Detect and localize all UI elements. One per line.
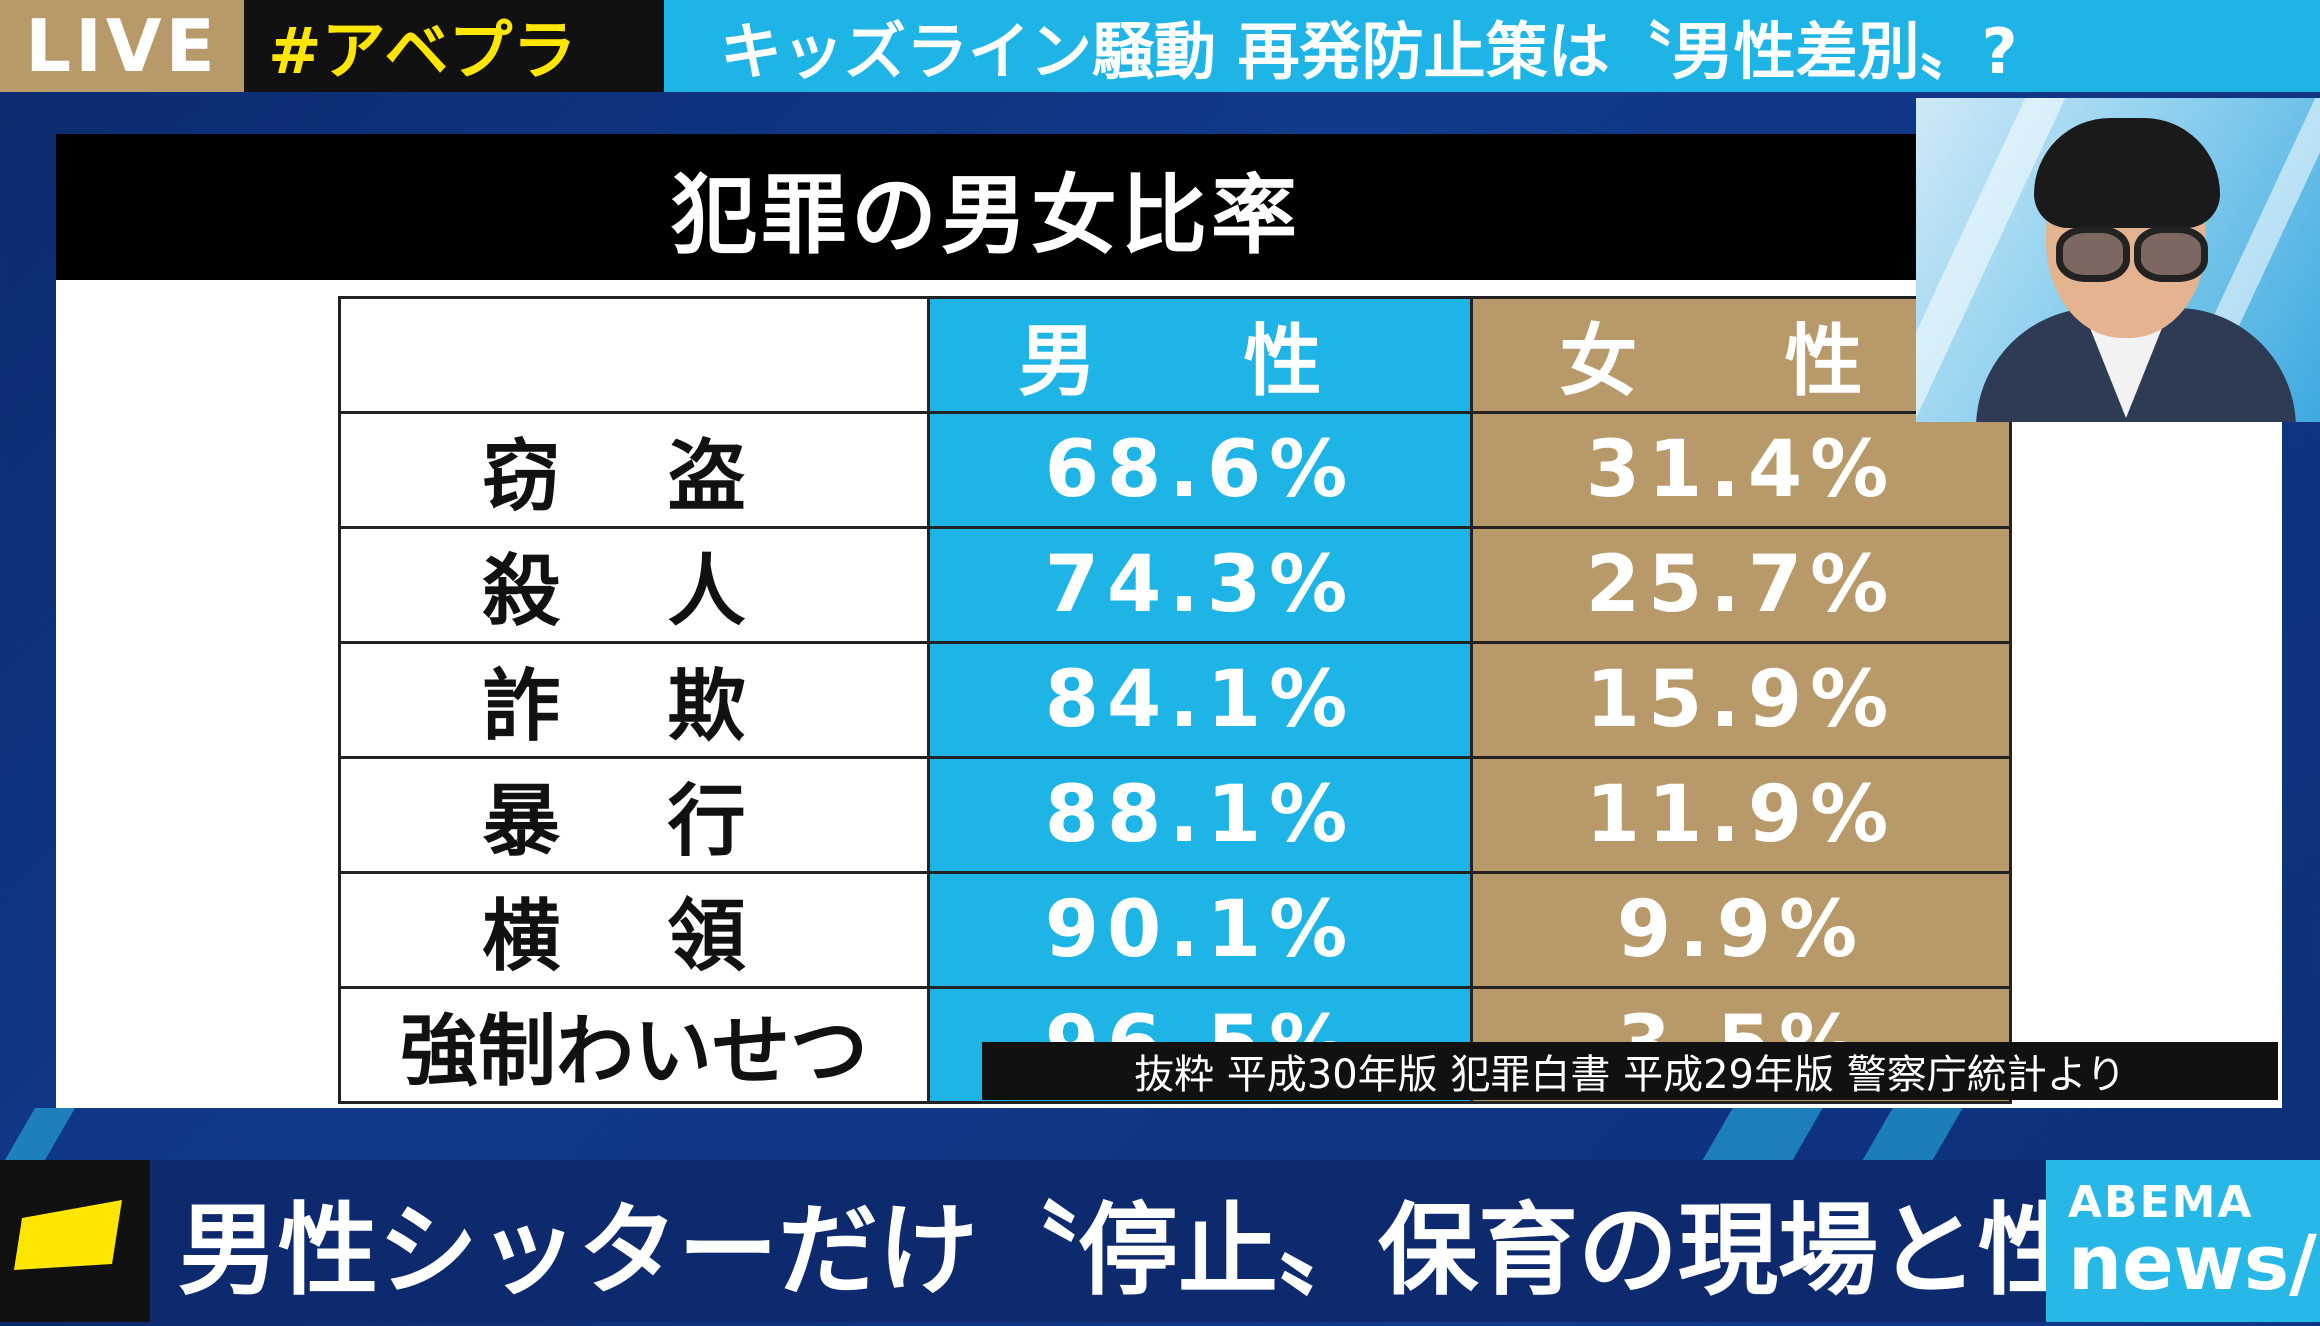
table-row: 暴 行 88.1% 11.9% [338, 756, 2012, 874]
caption-text: 男性シッターだけ〝停止〟保育の現場と性犯罪 [150, 1160, 2046, 1322]
top-bar: LIVE #アベプラ キッズライン騒動 再発防止策は〝男性差別〟? [0, 0, 2320, 92]
male-value: 74.3% [927, 526, 1473, 644]
camera-inset [1916, 98, 2320, 422]
live-badge: LIVE [0, 0, 244, 92]
presenter-hair [2034, 118, 2220, 228]
female-value: 11.9% [1470, 756, 2012, 874]
hashtag-label: #アベプラ [244, 0, 664, 92]
crime-ratio-table: 男 性 女 性 窃 盗 68.6% 31.4% 殺 人 74.3% 25.7% … [338, 296, 2012, 1104]
male-value: 88.1% [927, 756, 1473, 874]
abema-news-logo: ABEMA news/ [2046, 1160, 2320, 1322]
female-value: 25.7% [1470, 526, 2012, 644]
header-male: 男 性 [927, 296, 1473, 414]
row-label: 詐 欺 [338, 641, 930, 759]
bg-stripe [4, 1108, 76, 1160]
female-value: 9.9% [1470, 871, 2012, 989]
table-row: 殺 人 74.3% 25.7% [338, 526, 2012, 644]
header-blank [338, 296, 930, 414]
headline: キッズライン騒動 再発防止策は〝男性差別〟? [664, 0, 2320, 92]
bg-stripe [1862, 1100, 1968, 1160]
table-row: 窃 盗 68.6% 31.4% [338, 411, 2012, 529]
glasses-icon [2134, 226, 2208, 282]
row-label: 横 領 [338, 871, 930, 989]
source-note: 抜粋 平成30年版 犯罪白書 平成29年版 警察庁統計より [982, 1042, 2278, 1100]
logo-line-1: ABEMA [2068, 1177, 2254, 1228]
female-value: 31.4% [1470, 411, 2012, 529]
male-value: 68.6% [927, 411, 1473, 529]
flag-box [0, 1160, 150, 1322]
bg-stripe [1702, 1100, 1828, 1160]
glasses-icon [2056, 226, 2130, 282]
row-label: 窃 盗 [338, 411, 930, 529]
female-value: 15.9% [1470, 641, 2012, 759]
panel-title: 犯罪の男女比率 [56, 134, 1916, 280]
male-value: 84.1% [927, 641, 1473, 759]
logo-line-2: news/ [2068, 1218, 2317, 1307]
table-row: 横 領 90.1% 9.9% [338, 871, 2012, 989]
male-value: 90.1% [927, 871, 1473, 989]
bottom-bar: 男性シッターだけ〝停止〟保育の現場と性犯罪 ABEMA news/ [0, 1160, 2320, 1322]
data-panel: 犯罪の男女比率 男 性 女 性 窃 盗 68.6% 31.4% 殺 人 74.3… [56, 134, 2282, 1108]
yellow-flag-icon [14, 1200, 122, 1270]
row-label: 殺 人 [338, 526, 930, 644]
table-row: 詐 欺 84.1% 15.9% [338, 641, 2012, 759]
row-label: 暴 行 [338, 756, 930, 874]
row-label: 強制わいせつ [338, 986, 930, 1104]
table-header-row: 男 性 女 性 [338, 296, 2012, 414]
